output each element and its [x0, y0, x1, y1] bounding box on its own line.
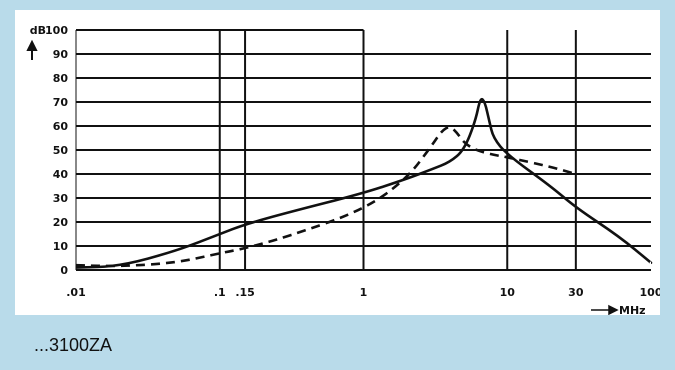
y-tick-label: 20 [53, 216, 69, 229]
attenuation-chart: 0 10 20 30 40 50 60 70 80 90 100 .01 .1 .15 1 10 30 100 d… [26, 24, 660, 315]
dashed-series-line [75, 126, 578, 268]
y-tick-label: 10 [53, 240, 69, 253]
x-axis-arrow-icon [591, 304, 619, 315]
series-group [75, 97, 653, 269]
y-tick-label: 80 [53, 72, 69, 85]
x-tick-label: 1 [360, 286, 368, 299]
y-tick-label: 0 [60, 264, 68, 277]
x-tick-label: 30 [568, 286, 584, 299]
y-tick-label: 90 [53, 48, 69, 61]
x-tick-label: .01 [66, 286, 86, 299]
y-tick-label: 30 [53, 192, 69, 205]
solid-series-line [75, 97, 653, 269]
y-axis-label: dB [30, 24, 46, 37]
grid: 0 10 20 30 40 50 60 70 80 90 100 .01 .1 .15 1 10 30 100 [45, 24, 660, 299]
y-tick-label: 100 [45, 24, 68, 37]
y-tick-label: 70 [53, 96, 69, 109]
x-axis-label: MHz [619, 304, 646, 315]
y-tick-label: 40 [53, 168, 69, 181]
figure-caption: ...3100ZA [34, 335, 113, 355]
axis-labels: dB MHz [26, 24, 646, 315]
y-axis-arrow-icon [26, 39, 38, 60]
x-tick-label: 100 [640, 286, 660, 299]
y-tick-label: 50 [53, 144, 69, 157]
x-tick-label: .1 [214, 286, 226, 299]
x-tick-label: .15 [235, 286, 255, 299]
x-tick-label: 10 [500, 286, 516, 299]
chart-panel: 0 10 20 30 40 50 60 70 80 90 100 .01 .1 .15 1 10 30 100 d… [15, 10, 660, 315]
y-tick-label: 60 [53, 120, 69, 133]
